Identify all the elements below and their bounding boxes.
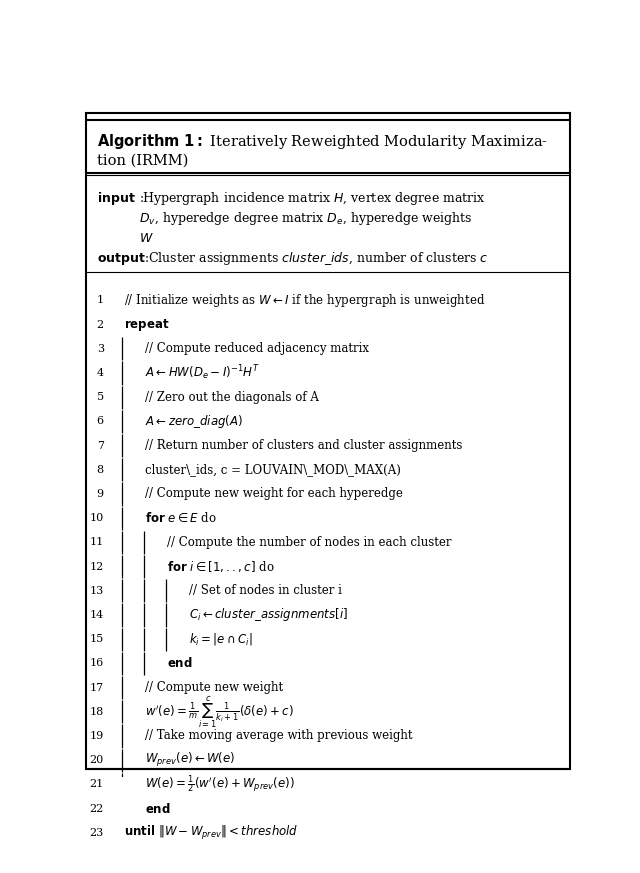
Text: :Cluster assignments $\mathit{cluster\_ids}$, number of clusters $c$: :Cluster assignments $\mathit{cluster\_i… [145, 251, 489, 267]
Text: :Hypergraph incidence matrix $H$, vertex degree matrix: :Hypergraph incidence matrix $H$, vertex… [138, 189, 485, 207]
Text: // Compute new weight: // Compute new weight [145, 681, 284, 694]
Text: $\mathbf{end}$: $\mathbf{end}$ [145, 801, 171, 815]
Text: 18: 18 [90, 707, 104, 717]
Text: $W(e) = \frac{1}{2}(w^{\prime}(e) + W_{prev}(e))$: $W(e) = \frac{1}{2}(w^{\prime}(e) + W_{p… [145, 773, 295, 795]
Text: // Compute the number of nodes in each cluster: // Compute the number of nodes in each c… [167, 536, 452, 549]
Text: 7: 7 [97, 441, 104, 450]
Text: tion (IRMM): tion (IRMM) [97, 154, 189, 168]
Text: $A \leftarrow HW(D_e - I)^{-1}H^T$: $A \leftarrow HW(D_e - I)^{-1}H^T$ [145, 364, 260, 382]
Text: // Initialize weights as $W \leftarrow I$ if the hypergraph is unweighted: // Initialize weights as $W \leftarrow I… [124, 292, 485, 309]
Text: 13: 13 [90, 586, 104, 595]
Text: // Return number of clusters and cluster assignments: // Return number of clusters and cluster… [145, 439, 463, 452]
Text: 15: 15 [90, 634, 104, 644]
Text: $\mathbf{output}$: $\mathbf{output}$ [97, 251, 147, 266]
Text: 23: 23 [90, 828, 104, 838]
Text: 12: 12 [90, 561, 104, 572]
Text: $\mathbf{until}$ $\|W - W_{prev}\| < \mathit{threshold}$: $\mathbf{until}$ $\|W - W_{prev}\| < \ma… [124, 824, 298, 842]
Text: cluster\_ids, c = LOUVAIN\_MOD\_MAX(A): cluster\_ids, c = LOUVAIN\_MOD\_MAX(A) [145, 464, 401, 477]
Text: $D_v$, hyperedge degree matrix $D_e$, hyperedge weights: $D_v$, hyperedge degree matrix $D_e$, hy… [138, 210, 472, 227]
Text: 14: 14 [90, 610, 104, 620]
Text: 5: 5 [97, 392, 104, 402]
Text: 17: 17 [90, 683, 104, 692]
Text: $\mathbf{end}$: $\mathbf{end}$ [167, 656, 193, 670]
Text: $\mathbf{for}$ $i \in [1,..,c]$ do: $\mathbf{for}$ $i \in [1,..,c]$ do [167, 559, 275, 574]
Text: 19: 19 [90, 731, 104, 741]
Text: $\mathbf{input}$: $\mathbf{input}$ [97, 189, 136, 207]
Text: // Take moving average with previous weight: // Take moving average with previous wei… [145, 730, 413, 742]
Text: 10: 10 [90, 513, 104, 523]
Text: $\mathbf{Algorithm\ 1:}$ Iteratively Reweighted Modularity Maximiza-: $\mathbf{Algorithm\ 1:}$ Iteratively Rew… [97, 132, 548, 151]
Text: 9: 9 [97, 489, 104, 499]
Text: $C_i \leftarrow \mathit{cluster\_assignments}[i]$: $C_i \leftarrow \mathit{cluster\_assignm… [189, 607, 348, 623]
Text: $\mathbf{for}$ $e \in E$ do: $\mathbf{for}$ $e \in E$ do [145, 512, 218, 526]
Text: $w^{\prime}(e) = \frac{1}{m} \sum_{i=1}^{c} \frac{1}{k_i+1}(\delta(e) + c)$: $w^{\prime}(e) = \frac{1}{m} \sum_{i=1}^… [145, 694, 294, 730]
Text: 8: 8 [97, 464, 104, 475]
Text: 2: 2 [97, 320, 104, 330]
Text: $k_i = |e \cap C_i|$: $k_i = |e \cap C_i|$ [189, 631, 253, 647]
Text: 16: 16 [90, 658, 104, 669]
Text: 6: 6 [97, 416, 104, 426]
Text: // Zero out the diagonals of A: // Zero out the diagonals of A [145, 391, 319, 403]
Text: 3: 3 [97, 344, 104, 354]
Text: 4: 4 [97, 368, 104, 378]
Text: 20: 20 [90, 755, 104, 765]
Text: $W_{prev}(e) \leftarrow W(e)$: $W_{prev}(e) \leftarrow W(e)$ [145, 751, 236, 769]
Text: 1: 1 [97, 295, 104, 306]
Text: $W$: $W$ [138, 232, 153, 245]
Text: 22: 22 [90, 803, 104, 814]
Text: 11: 11 [90, 538, 104, 547]
Text: $A \leftarrow \mathit{zero\_diag}(A)$: $A \leftarrow \mathit{zero\_diag}(A)$ [145, 413, 243, 430]
Text: $\mathbf{repeat}$: $\mathbf{repeat}$ [124, 317, 169, 333]
Text: 21: 21 [90, 780, 104, 789]
Text: // Set of nodes in cluster i: // Set of nodes in cluster i [189, 584, 342, 597]
Text: // Compute new weight for each hyperedge: // Compute new weight for each hyperedge [145, 487, 403, 500]
Text: // Compute reduced adjacency matrix: // Compute reduced adjacency matrix [145, 342, 369, 355]
